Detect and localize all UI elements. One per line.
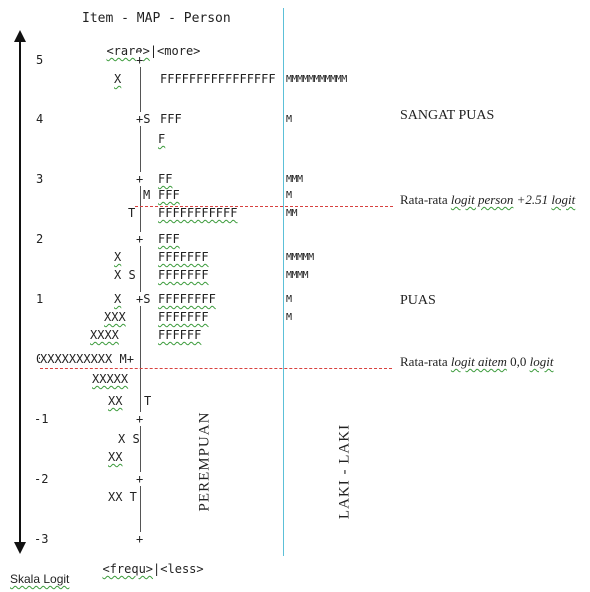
- item-mean-label: Rata-rata logit aitem 0,0 logit: [400, 354, 554, 369]
- plus-mark-5: +: [136, 53, 144, 67]
- tick-3: 3: [36, 172, 44, 186]
- row-1a-left: X: [114, 292, 122, 306]
- row-1b-f: FFFFFFF: [158, 310, 209, 324]
- row-5-f: FFFFFFFFFFFFFFFF: [160, 72, 276, 86]
- row-3a-m: MMM: [286, 174, 303, 185]
- frequ-label: <frequ>: [102, 562, 154, 576]
- row-1a-f: FFFFFFFF: [158, 292, 216, 306]
- row-1a-m: M: [286, 294, 292, 305]
- map-title: Item - MAP - Person: [82, 11, 231, 26]
- row-neg0-left: XXXXX: [92, 372, 129, 386]
- item-mean-line: [40, 368, 392, 369]
- row-2b-f: FFFFFFF: [158, 250, 209, 264]
- bottom-marker: <frequ>|<less>: [102, 562, 204, 576]
- row-1b-m: M: [286, 312, 292, 323]
- tick-2: 2: [36, 232, 44, 246]
- row-neg1-mid: T: [144, 394, 152, 408]
- row-2c-left: X S: [114, 268, 136, 282]
- row-3c-m: MM: [286, 208, 298, 219]
- row-1c-f: FFFFFF: [158, 328, 202, 342]
- row-4-mid: +S: [136, 112, 151, 126]
- row-3a-mid: +: [136, 172, 144, 186]
- row-3a-f: FF: [158, 172, 173, 186]
- row-1c-left: XXXX: [90, 328, 119, 342]
- tick-neg2: -2: [34, 472, 49, 486]
- person-mean-line: [135, 206, 393, 207]
- row-3c-left: T: [128, 206, 136, 220]
- tick-1: 1: [36, 292, 44, 306]
- tick-0: 0: [36, 352, 43, 366]
- row-3c-f: FFFFFFFFFFF: [158, 206, 238, 220]
- row-5-x: X: [114, 72, 122, 86]
- axis-label: Skala Logit: [10, 572, 70, 586]
- row-2c-f: FFFFFFF: [158, 268, 209, 282]
- row-2b-m: MMMMM: [286, 252, 314, 263]
- plus-mark-neg3: +: [136, 532, 144, 546]
- row-3b-mid: M: [143, 188, 151, 202]
- sangat-puas-label: SANGAT PUAS: [400, 108, 495, 123]
- plus-mark-neg2: +: [136, 472, 144, 486]
- row-neg3-left: XX: [108, 450, 123, 464]
- logit-scale-arrow: [14, 30, 26, 554]
- tick-neg3: -3: [34, 532, 49, 546]
- row-3b-m: M: [286, 190, 292, 201]
- row-2c-m: MMMM: [286, 270, 309, 281]
- row-5-m: MMMMMMMMMMM: [286, 74, 347, 85]
- person-mean-label: Rata-rata logit person +2.51 logit: [400, 192, 576, 207]
- tick-5: 5: [36, 53, 44, 67]
- plus-mark-neg1: +: [136, 412, 144, 426]
- row-4-m: M: [286, 114, 292, 125]
- row-neg1-left: XX: [108, 394, 123, 408]
- tick-neg1: -1: [34, 412, 49, 426]
- row-4b-f: F: [158, 132, 166, 146]
- row-2a-mid: +: [136, 232, 144, 246]
- tick-4: 4: [36, 112, 44, 126]
- female-group-label: PEREMPUAN: [196, 411, 213, 512]
- row-neg4-left: XX T: [108, 490, 137, 504]
- row-4-f: FFF: [160, 112, 182, 126]
- row-2b-left: X: [114, 250, 122, 264]
- rare-label: <rare>: [106, 44, 150, 58]
- row-3b-f: FFF: [158, 188, 180, 202]
- puas-label: PUAS: [400, 293, 436, 308]
- gender-divider: [283, 8, 284, 556]
- top-marker: <rare>|<more>: [106, 44, 201, 58]
- row-2a-f: FFF: [158, 232, 180, 246]
- row-neg2-left: X S: [118, 432, 140, 446]
- male-group-label: LAKI - LAKI: [336, 423, 353, 520]
- row-1b-left: XXX: [104, 310, 126, 324]
- row-1a-mid: +S: [136, 292, 151, 306]
- row-0-left: XXXXXXXXXX M+: [40, 352, 135, 366]
